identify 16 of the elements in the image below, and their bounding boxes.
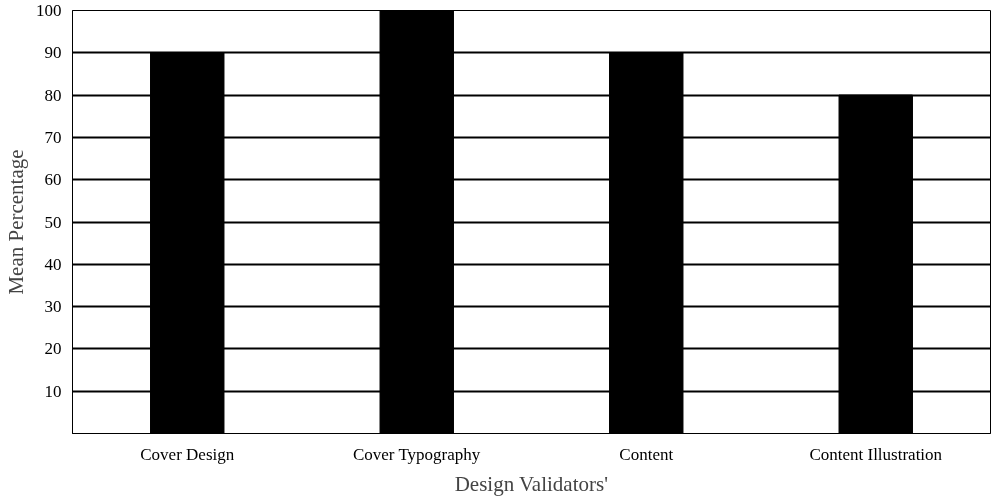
x-axis-title: Design Validators' bbox=[454, 471, 608, 496]
y-tick-label: 80 bbox=[44, 85, 62, 105]
x-tick-label: Cover Design bbox=[140, 444, 235, 464]
y-tick-label: 20 bbox=[44, 339, 62, 359]
y-tick-label: 60 bbox=[44, 170, 62, 190]
y-tick-label: 40 bbox=[44, 254, 62, 274]
y-tick-label: 10 bbox=[44, 381, 62, 401]
x-tick-label: Content bbox=[619, 444, 674, 464]
y-tick-label: 100 bbox=[36, 1, 62, 20]
x-tick-label: Content Illustration bbox=[809, 444, 943, 464]
y-axis-title: Mean Percentage bbox=[4, 149, 28, 295]
y-tick-label: 50 bbox=[44, 212, 62, 232]
y-tick-label: 70 bbox=[44, 127, 62, 147]
x-tick-label: Cover Typography bbox=[352, 444, 481, 464]
y-tick-label: 90 bbox=[44, 43, 62, 63]
y-tick-label: 30 bbox=[44, 297, 62, 317]
